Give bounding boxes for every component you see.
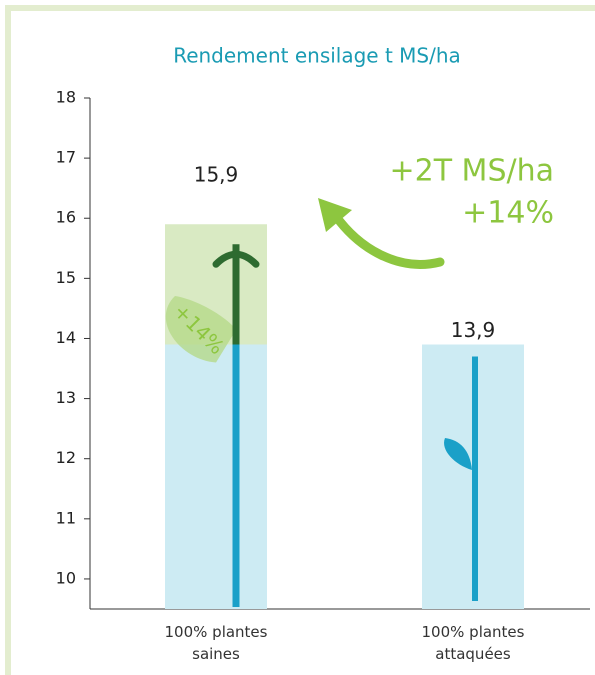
y-tick-label: 13: [56, 388, 76, 407]
y-tick-label: 15: [56, 268, 76, 287]
value-label: 13,9: [451, 318, 496, 342]
annotation: +2T MS/ha: [389, 154, 554, 189]
chart-title: Rendement ensilage t MS/ha: [173, 44, 461, 68]
y-tick-label: 10: [56, 568, 76, 587]
y-tick-label: 14: [56, 328, 76, 347]
page: Rendement ensilage t MS/ha +2T MS/ha +14…: [0, 0, 595, 675]
y-tick-label: 11: [56, 508, 76, 527]
bar-base: [165, 344, 267, 609]
arrow: [335, 215, 440, 264]
chart: Rendement ensilage t MS/ha +2T MS/ha +14…: [0, 0, 595, 675]
y-tick-label: 12: [56, 448, 76, 467]
annotation: +14%: [462, 196, 554, 231]
x-tick-label: 100% plantes attaquées: [398, 621, 548, 665]
y-tick-label: 17: [56, 148, 76, 167]
x-tick-label: 100% plantes saines: [141, 621, 291, 665]
y-tick-label: 16: [56, 208, 76, 227]
y-tick-label: 18: [56, 88, 76, 107]
value-label: 15,9: [194, 163, 239, 187]
